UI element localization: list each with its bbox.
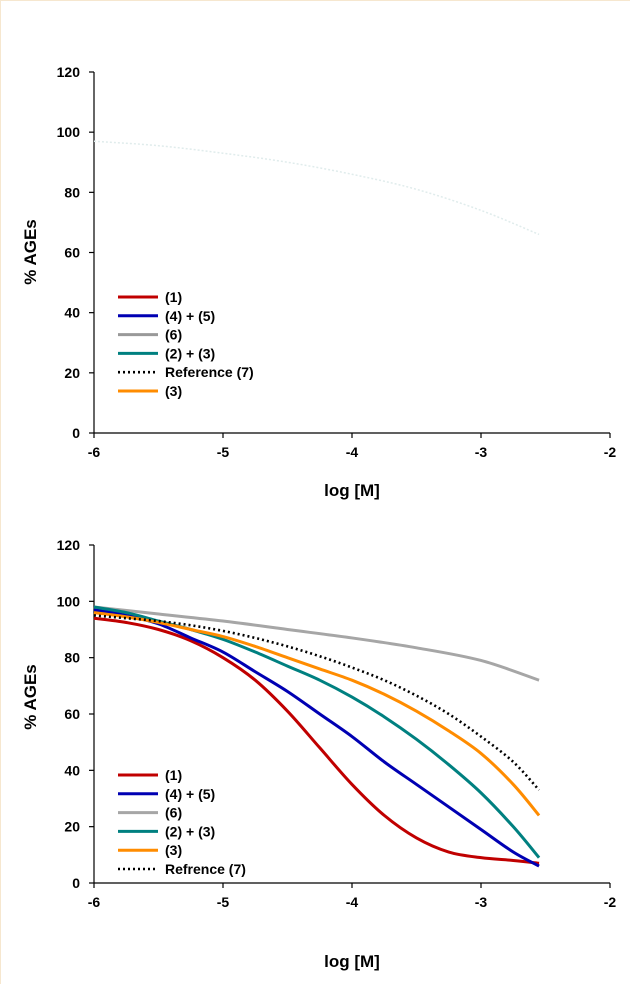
legend-label: (1) [165, 767, 182, 783]
y-tick-label: 0 [72, 425, 80, 441]
y-tick-label: 120 [57, 64, 81, 80]
series-line-5 [93, 614, 541, 791]
legend-label: (3) [165, 842, 182, 858]
x-tick-label: -2 [604, 444, 617, 460]
legend-label: Refrence (7) [165, 861, 246, 877]
x-tick-label: -6 [88, 894, 101, 910]
legend-label: (4) + (5) [165, 786, 215, 802]
chart-top: 0 20 40 60 80 100 120 -6 -5 -4 -3 -2 log [M] % AGEs (1… [21, 64, 617, 500]
y-tick-label: 80 [64, 184, 80, 200]
legend-label: (3) [165, 383, 182, 399]
series-line-3 [93, 605, 541, 859]
legend-label: (2) + (3) [165, 823, 215, 839]
series-line-1 [93, 608, 540, 868]
y-axis-title: % AGEs [21, 664, 40, 730]
y-tick-label: 20 [64, 819, 80, 835]
x-tick-label: -4 [346, 444, 359, 460]
y-tick-label: 0 [72, 875, 80, 891]
y-tick-label: 100 [57, 593, 81, 609]
y-tick-label: 40 [64, 762, 80, 778]
x-tick-label: -3 [475, 894, 488, 910]
y-tick-label: 60 [64, 245, 80, 261]
legend-label: (6) [165, 327, 182, 343]
x-tick-label: -5 [217, 444, 230, 460]
y-axis-title: % AGEs [21, 219, 40, 285]
y-tick-label: 60 [64, 706, 80, 722]
x-axis-title: log [M] [324, 952, 380, 971]
faint-curve [93, 140, 540, 236]
y-tick-label: 80 [64, 650, 80, 666]
y-tick-label: 120 [57, 537, 81, 553]
y-tick-label: 100 [57, 124, 81, 140]
x-tick-label: -2 [604, 894, 617, 910]
y-tick-label: 20 [64, 365, 80, 381]
x-tick-label: -6 [88, 444, 101, 460]
x-axis-title: log [M] [324, 481, 380, 500]
legend-label: (6) [165, 805, 182, 821]
legend-label: Reference (7) [165, 364, 254, 380]
series-line-0 [93, 616, 540, 865]
y-tick-label: 40 [64, 305, 80, 321]
series-line-4 [93, 611, 541, 817]
chart-bottom: 0 20 40 60 80 100 120 -6 -5 -4 -3 -2 log [M] % AGEs (1… [21, 537, 617, 971]
x-tick-label: -4 [346, 894, 359, 910]
x-tick-label: -3 [475, 444, 488, 460]
legend-label: (4) + (5) [165, 308, 215, 324]
legend-label: (2) + (3) [165, 345, 215, 361]
legend-label: (1) [165, 289, 182, 305]
series-line-2 [93, 605, 540, 682]
x-tick-label: -5 [217, 894, 230, 910]
